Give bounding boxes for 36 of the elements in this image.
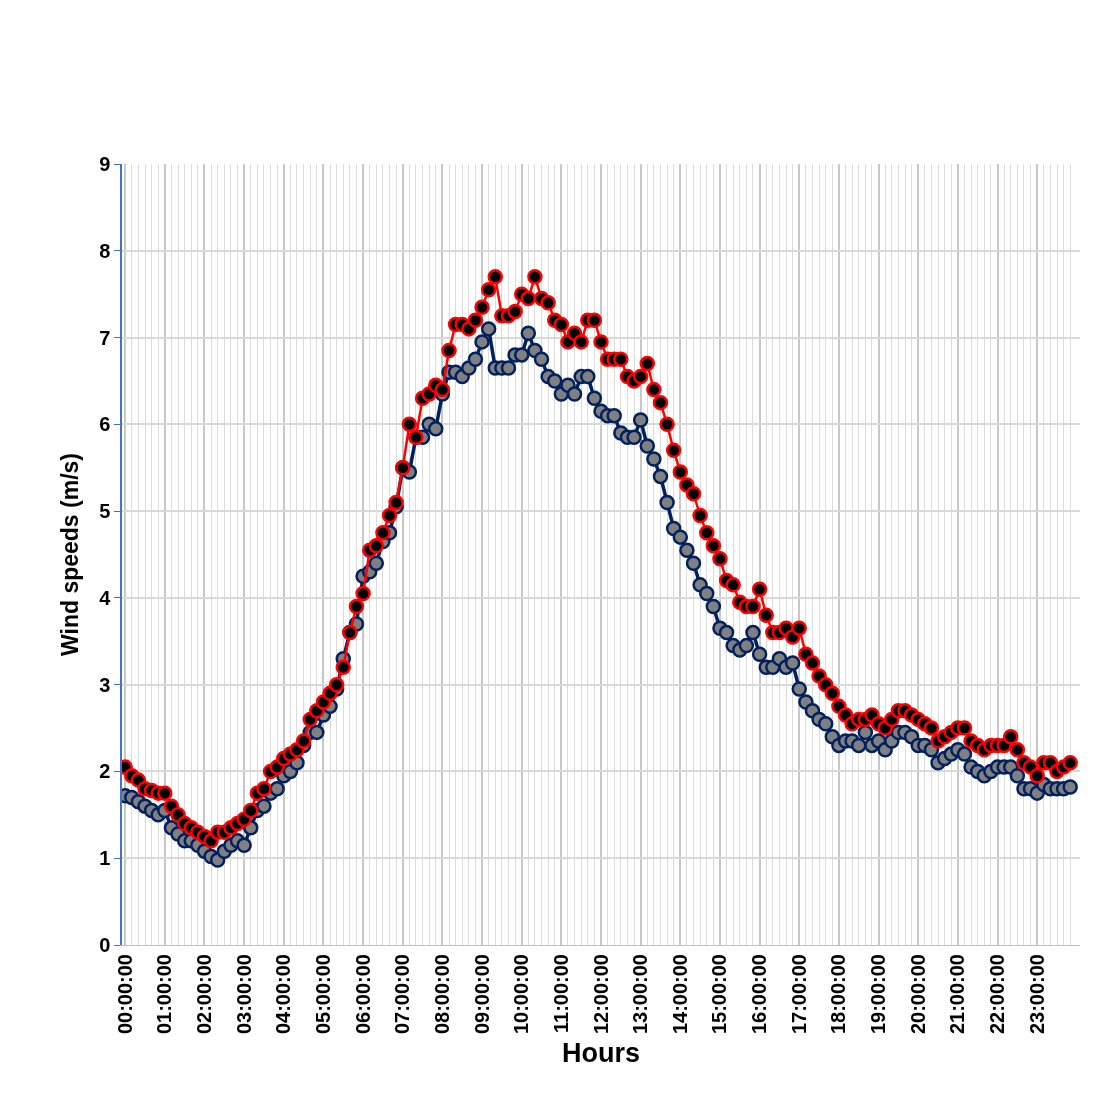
x-tick-label: 21:00:00: [946, 954, 969, 1035]
x-tick-label: 22:00:00: [986, 954, 1009, 1035]
x-tick-label: 09:00:00: [470, 954, 493, 1035]
y-axis-title: Wind speeds (m/s): [57, 453, 84, 656]
y-tick-label: 0: [99, 934, 111, 956]
x-tick-label: 08:00:00: [430, 954, 453, 1035]
x-tick-label: 06:00:00: [351, 954, 374, 1035]
x-tick-label: 19:00:00: [867, 954, 890, 1035]
x-tick-label: 12:00:00: [589, 954, 612, 1035]
x-axis-title: Hours: [561, 1038, 641, 1069]
y-tick-label: 9: [99, 153, 111, 175]
y-tick-label: 6: [99, 413, 111, 436]
x-tick-label: 05:00:00: [311, 954, 334, 1035]
x-tick-label: 13:00:00: [629, 954, 652, 1035]
x-tick-label: 23:00:00: [1025, 954, 1048, 1035]
x-tick-label: 10:00:00: [510, 954, 533, 1035]
x-tick-label: 16:00:00: [748, 954, 771, 1035]
y-tick-label: 3: [99, 673, 111, 696]
x-tick-label: 00:00:00: [113, 954, 136, 1035]
y-tick-label: 4: [99, 586, 112, 609]
y-tick-label: 7: [99, 326, 111, 349]
y-tick-label: 1: [99, 847, 111, 870]
x-tick-label: 04:00:00: [272, 954, 295, 1035]
x-tick-label: 15:00:00: [708, 954, 731, 1035]
x-tick-label: 20:00:00: [906, 954, 929, 1035]
x-tick-label: 07:00:00: [391, 954, 414, 1035]
x-tick-label: 01:00:00: [153, 954, 176, 1035]
y-tick-label: 5: [99, 500, 111, 523]
x-tick-label: 14:00:00: [668, 954, 691, 1035]
x-tick-label: 11:00:00: [549, 954, 572, 1033]
x-tick-label: 18:00:00: [827, 954, 850, 1035]
y-tick-label: 2: [99, 760, 111, 783]
x-tick-label: 02:00:00: [192, 954, 215, 1035]
y-tick-label: 8: [99, 239, 111, 262]
x-tick-label: 17:00:00: [787, 954, 810, 1035]
x-tick-label: 03:00:00: [232, 954, 255, 1035]
